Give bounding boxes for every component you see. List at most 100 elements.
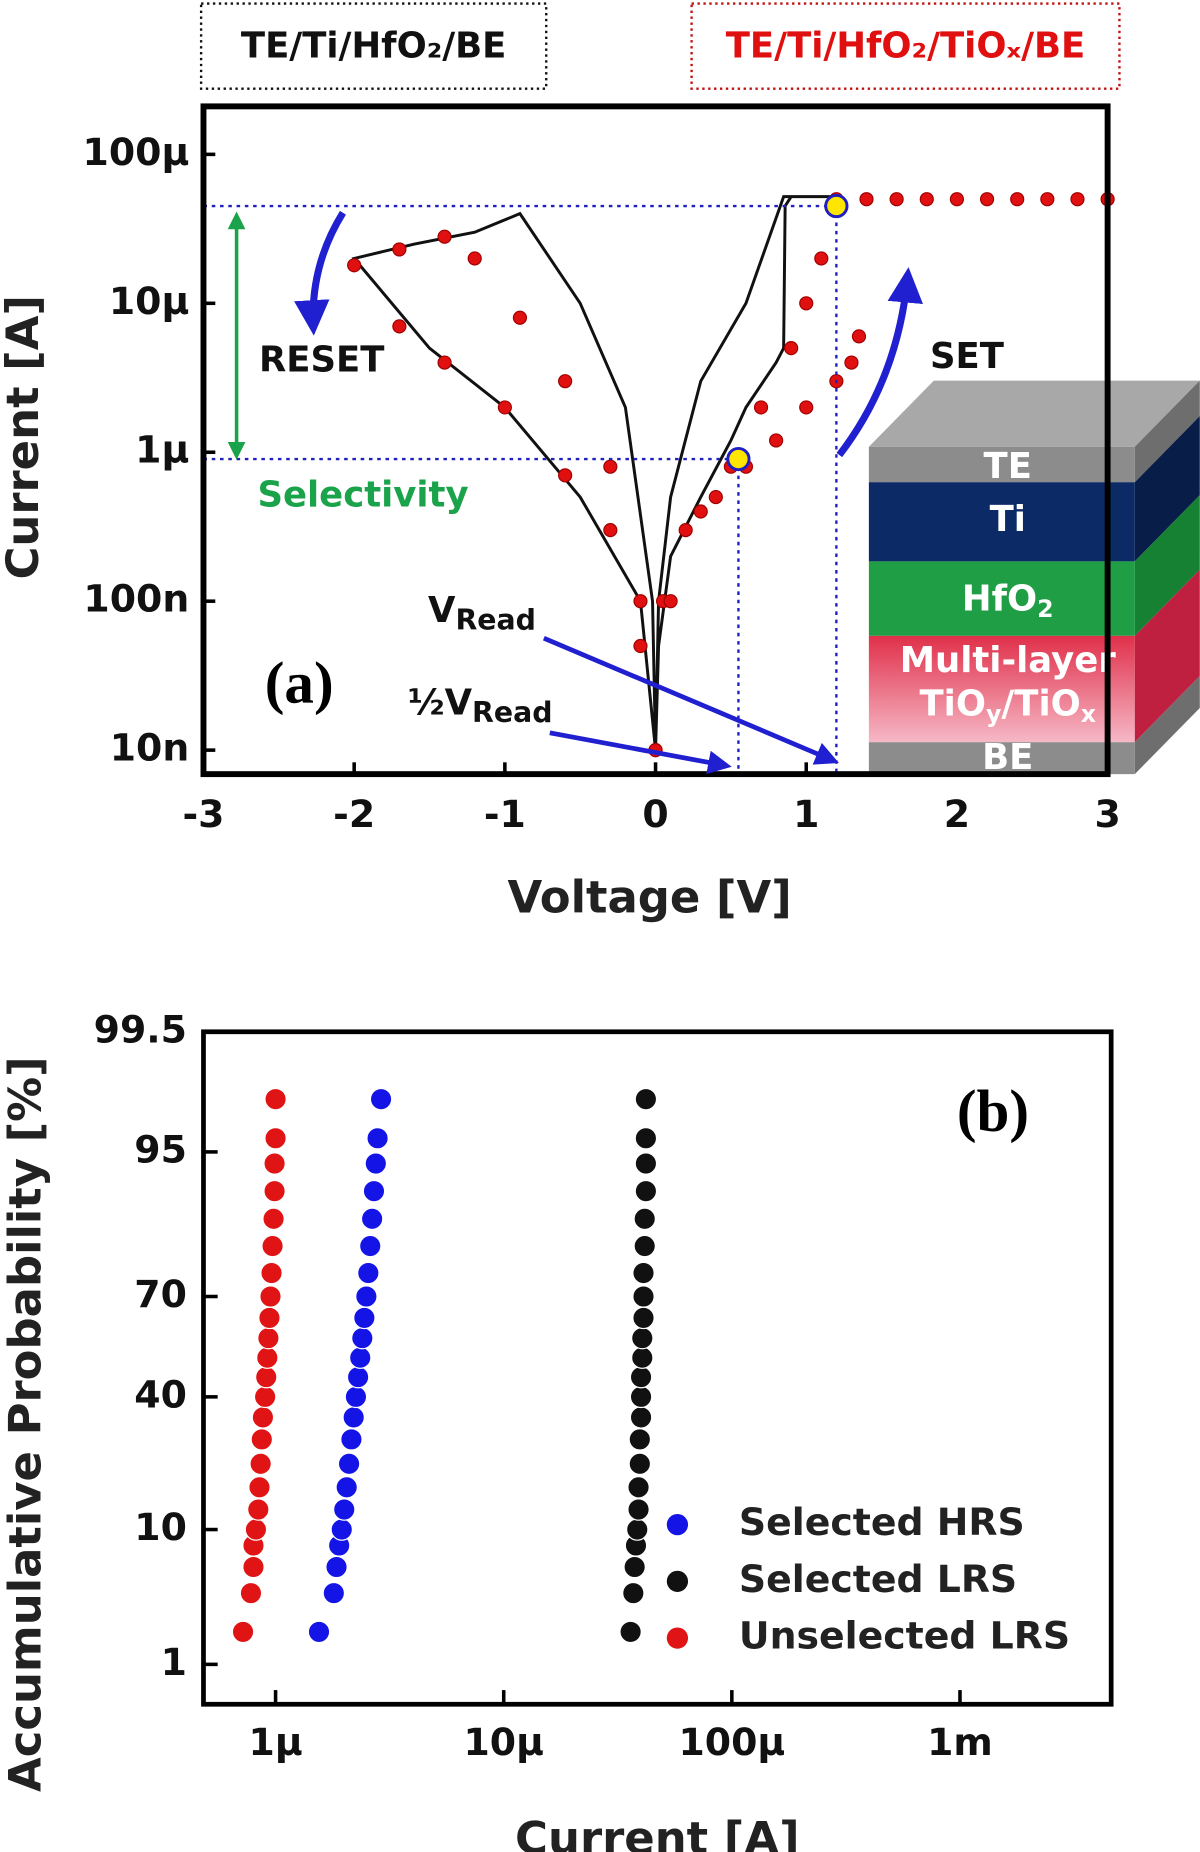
text-part: /TiO xyxy=(1001,684,1080,725)
cdf-point xyxy=(623,1555,646,1579)
y-tick-label: 100μ xyxy=(83,130,190,174)
iv-curve xyxy=(351,195,837,751)
cdf-point xyxy=(342,1406,365,1429)
annotation: SET xyxy=(930,336,1004,377)
iv-point xyxy=(859,192,874,207)
legend-marker xyxy=(666,1627,689,1649)
iv-point xyxy=(693,504,708,519)
cdf-point xyxy=(359,1234,382,1258)
cdf-point xyxy=(251,1406,275,1429)
iv-point xyxy=(392,319,407,334)
x-tick-label: -1 xyxy=(484,792,526,836)
iv-point xyxy=(784,341,799,356)
iv-point xyxy=(949,192,965,207)
read-point xyxy=(824,193,849,219)
y-tick-label: 10n xyxy=(110,726,190,770)
text-part: ½V xyxy=(408,682,473,723)
subscript: x xyxy=(1081,700,1096,728)
stack-label: HfO2 xyxy=(962,578,1054,622)
cdf-point xyxy=(364,1152,388,1175)
iv-point xyxy=(889,192,904,207)
text-part: Multi-layer xyxy=(900,640,1117,681)
cdf-point xyxy=(629,1365,653,1389)
legend-box xyxy=(199,2,548,90)
stack-label: TE xyxy=(984,446,1032,487)
cdf-point xyxy=(633,1234,656,1258)
x-tick-label: 0 xyxy=(642,792,668,836)
cdf-point xyxy=(622,1581,645,1605)
stack-top xyxy=(868,380,1200,447)
stack-layer xyxy=(868,561,1135,636)
iv-point xyxy=(1070,192,1085,207)
cdf-point xyxy=(263,1179,286,1203)
cdf-point xyxy=(634,1152,658,1175)
cdf-point xyxy=(632,1306,655,1330)
cdf-point xyxy=(260,1261,283,1285)
cdf-point xyxy=(619,1620,642,1644)
cdf-point xyxy=(634,1087,658,1111)
iv-point xyxy=(678,523,693,538)
cdf-point xyxy=(263,1152,286,1175)
iv-point xyxy=(753,400,769,415)
iv-point xyxy=(392,242,407,257)
x-axis-title: Voltage [V] xyxy=(507,871,791,924)
x-tick-label: -2 xyxy=(333,792,375,836)
arrow xyxy=(542,636,839,765)
cdf-point xyxy=(307,1620,331,1644)
y-tick-label: 40 xyxy=(134,1372,187,1416)
cdf-point xyxy=(255,1365,278,1389)
plot-a: -3 -2 -1 0 1 2 3 10n 100n 1μ 10μ 100μ Voltage [V] Cur… xyxy=(0,103,1200,924)
cdf-point xyxy=(264,1087,287,1111)
cdf-point xyxy=(633,1207,656,1231)
x-tick-label: -3 xyxy=(182,792,224,836)
y-tick-label: 95 xyxy=(134,1127,187,1171)
y-tick-label: 10 xyxy=(134,1505,187,1549)
legend-box xyxy=(690,2,1121,90)
y-tick-label: 10μ xyxy=(109,279,189,323)
iv-point xyxy=(799,400,814,415)
iv-point xyxy=(558,468,573,483)
plot-frame xyxy=(201,1029,1114,1707)
cdf-point xyxy=(634,1179,658,1203)
iv-point xyxy=(558,374,573,389)
subscript: 2 xyxy=(1037,594,1053,622)
cdf-point xyxy=(330,1518,353,1541)
cdf-point xyxy=(249,1452,272,1476)
annotation: Selectivity xyxy=(257,474,468,515)
text-part: TiO xyxy=(919,684,985,725)
iv-point xyxy=(814,251,829,266)
x-tick-label: 1μ xyxy=(249,1720,303,1764)
subscript: y xyxy=(986,700,1001,728)
iv-point xyxy=(467,251,482,266)
cdf-point xyxy=(261,1234,284,1258)
cdf-point xyxy=(242,1555,265,1579)
arrow xyxy=(836,267,923,458)
plot-frame xyxy=(200,103,1111,778)
cdf-point xyxy=(258,1306,281,1330)
iv-point xyxy=(919,192,934,207)
y-tick-label: 99.5 xyxy=(94,1007,187,1051)
cdf-point xyxy=(333,1498,356,1521)
cdf-point xyxy=(628,1452,652,1476)
plot-b: 1μ 10μ 100μ 1m 1 10 40 70 95 99.5 Current [A] Accum… xyxy=(0,1007,1114,1852)
text-part: BE xyxy=(982,737,1033,778)
annotation: ½VRead xyxy=(408,682,553,728)
cdf-point xyxy=(231,1620,255,1644)
arrow xyxy=(294,210,346,336)
cdf-point xyxy=(239,1581,263,1605)
x-tick-label: 3 xyxy=(1094,792,1120,836)
x-tick-label: 1m xyxy=(927,1720,993,1764)
cdf-point xyxy=(248,1476,271,1499)
x-tick-label: 1 xyxy=(793,792,819,836)
iv-point xyxy=(437,229,452,244)
iv-point xyxy=(799,296,814,311)
cdf-point xyxy=(632,1285,655,1308)
cdf-point xyxy=(627,1498,650,1521)
cdf-point xyxy=(360,1207,384,1231)
iv-point xyxy=(1040,192,1055,207)
iv-point xyxy=(979,192,995,207)
iv-point xyxy=(497,400,512,415)
stack-side xyxy=(1134,569,1200,743)
iv-point xyxy=(512,310,528,325)
